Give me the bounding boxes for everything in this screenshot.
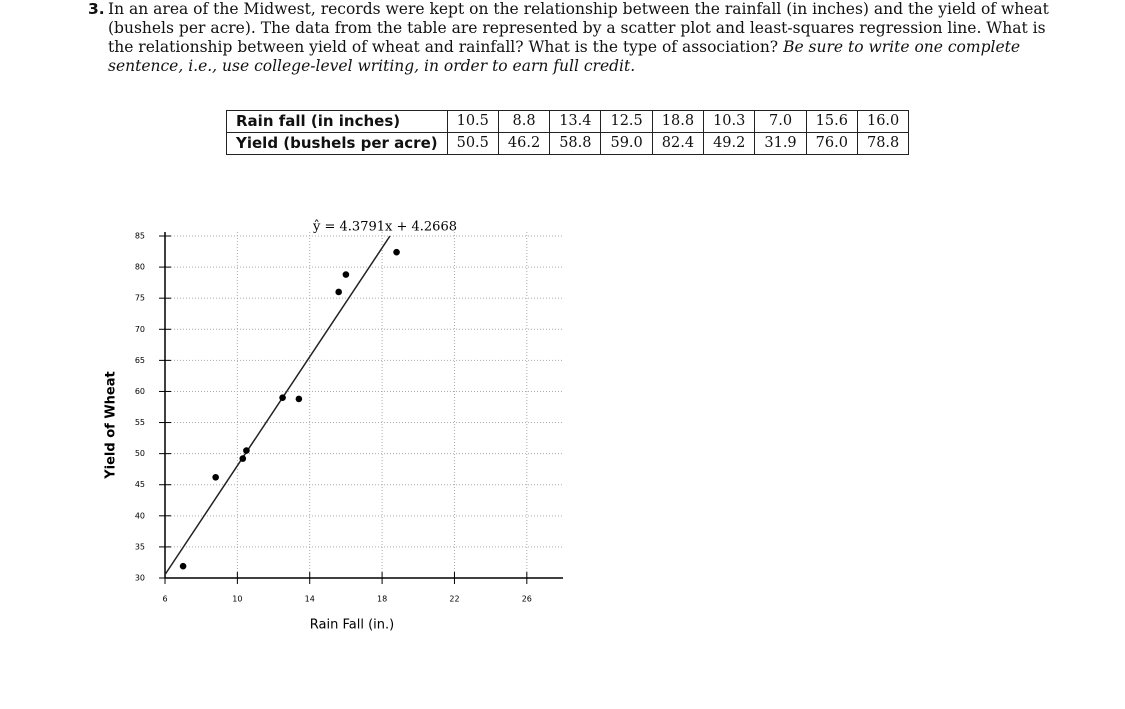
table-cell: 49.2: [703, 132, 756, 155]
table-cell: 82.4: [651, 132, 705, 155]
table-cell: 46.2: [497, 132, 551, 155]
question: 3. In an area of the Midwest, records we…: [88, 0, 1063, 76]
regression-label: ŷ = 4.3791x + 4.2668: [312, 220, 457, 235]
data-point: [335, 288, 342, 296]
y-tick-label: 45: [135, 480, 145, 489]
x-tick-label: 22: [449, 595, 459, 604]
x-tick-label: 6: [162, 595, 167, 604]
table-cell: 16.0: [856, 110, 910, 133]
x-tick-label: 18: [377, 595, 387, 604]
table-cell: 18.8: [651, 110, 705, 133]
data-point: [342, 271, 350, 278]
regression-line: [164, 235, 391, 576]
table-cell: 31.9: [754, 132, 807, 155]
x-tick-label: 10: [232, 595, 242, 604]
y-axis-label: Yield of Wheat: [104, 371, 119, 480]
table-row: Rain fall (in inches) 10.5 8.8 13.4 12.5 18.8…: [226, 110, 910, 133]
table-cell: 76.0: [805, 132, 858, 155]
x-axis-label: Rain Fall (in.): [310, 618, 394, 633]
y-tick-label: 75: [135, 294, 145, 303]
data-point: [243, 447, 250, 454]
x-tick-label: 14: [305, 595, 315, 604]
x-tick-label: 26: [522, 595, 532, 604]
data-table: Rain fall (in inches) 10.5 8.8 13.4 12.5 18.8…: [226, 110, 910, 155]
data-point: [295, 395, 303, 403]
y-tick-label: 85: [135, 232, 145, 241]
data-point: [279, 394, 286, 401]
data-point: [179, 562, 187, 570]
y-tick-label: 35: [135, 542, 145, 551]
y-tick-label: 55: [135, 418, 145, 427]
y-tick-label: 30: [135, 574, 145, 583]
y-tick-label: 65: [135, 356, 145, 365]
y-tick-label: 80: [135, 263, 145, 272]
data-point: [393, 248, 400, 256]
y-tick-label: 70: [135, 325, 145, 334]
table-row: Yield (bushels per acre) 50.5 46.2 58.8 59.0…: [226, 132, 910, 155]
data-point: [239, 455, 247, 462]
table-cell: 7.0: [754, 110, 807, 133]
row-header: Yield (bushels per acre): [226, 132, 448, 155]
table-cell: 78.8: [856, 132, 910, 155]
data-point: [212, 473, 219, 481]
row-header: Rain fall (in inches): [226, 110, 448, 133]
question-number: 3.: [88, 0, 105, 18]
y-tick-label: 60: [135, 387, 145, 396]
table-cell: 59.0: [600, 132, 653, 155]
table-cell: 50.5: [446, 132, 499, 155]
y-tick-label: 50: [135, 449, 145, 458]
question-body: In an area of the Midwest, records were …: [108, 0, 1063, 76]
y-tick-label: 40: [135, 511, 145, 520]
question-text: In an area of the Midwest, records were …: [108, 0, 1049, 56]
question-instruction: Be sure to write one complete sentence, …: [108, 38, 1021, 75]
